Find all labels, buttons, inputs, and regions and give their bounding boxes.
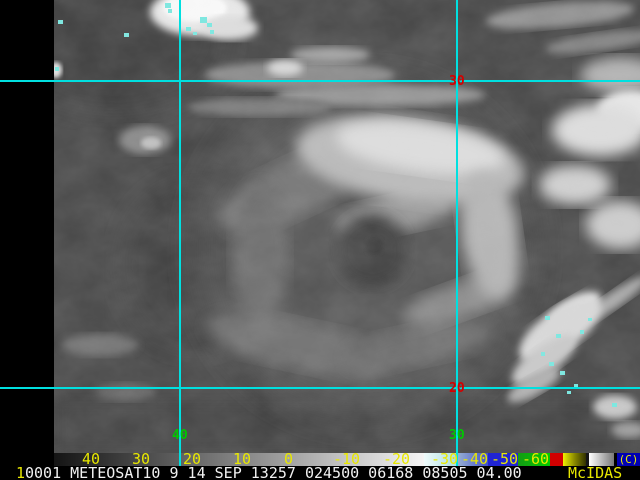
colorbar-segment-whitegray (589, 453, 614, 466)
colorbar-label: -50 (491, 450, 519, 468)
colorbar-segment-red (550, 453, 563, 466)
latitude-line-20 (0, 387, 640, 389)
colorbar-label: 40 (82, 450, 101, 468)
colorbar-segment-bluegray (458, 453, 488, 466)
longitude-label-40: 40 (172, 428, 188, 443)
status-bar: 1 0001 METEOSAT10 9 14 SEP 13257 024500 … (0, 466, 640, 480)
copyright-badge: (C) (617, 453, 640, 466)
latitude-label-30: 30 (449, 74, 465, 89)
colorbar-segment-darkgap (586, 453, 589, 466)
colorbar-label: -60 (522, 450, 550, 468)
image-info-text: 0001 METEOSAT10 9 14 SEP 13257 024500 06… (25, 464, 522, 480)
frame-number: 1 (16, 464, 26, 480)
satellite-cloud-field (54, 0, 640, 453)
colorbar-label: 10 (233, 450, 252, 468)
mcidas-brand: McIDAS (568, 464, 623, 480)
colorbar-label: -20 (383, 450, 411, 468)
colorbar-segment-green (518, 453, 550, 466)
longitude-line-30 (456, 0, 458, 466)
colorbar-label: 20 (183, 450, 202, 468)
latitude-label-20: 20 (449, 381, 465, 396)
colorbar-label: -10 (333, 450, 361, 468)
colorbar-segment-grayscale (54, 453, 424, 466)
enhancement-colorbar: (C) (0, 453, 640, 466)
longitude-line-40 (179, 0, 181, 466)
colorbar-label: 0 (284, 450, 294, 468)
satellite-image (54, 0, 640, 453)
colorbar-label: -40 (461, 450, 489, 468)
longitude-label-30: 30 (449, 428, 465, 443)
colorbar-segment-yellow (563, 453, 586, 466)
latitude-line-30 (0, 80, 640, 82)
colorbar-segment-blue (488, 453, 518, 466)
colorbar-label: 30 (132, 450, 151, 468)
colorbar-label: -30 (431, 450, 459, 468)
colorbar-segment-cyan (424, 453, 458, 466)
